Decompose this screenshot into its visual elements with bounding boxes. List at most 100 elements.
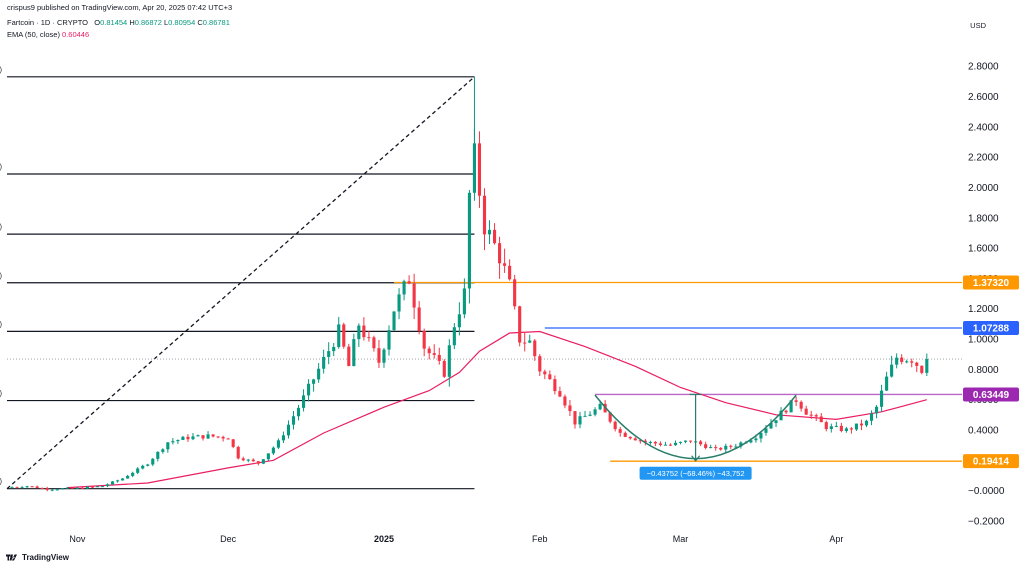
candle-body: [226, 438, 230, 440]
currency-label[interactable]: USD: [970, 21, 986, 30]
candle-body: [367, 337, 371, 339]
candle-body: [75, 487, 79, 489]
candle-body: [608, 412, 612, 422]
candle-body: [372, 337, 376, 349]
candle-body: [266, 453, 270, 460]
candle-body: [628, 436, 632, 439]
candle-body: [859, 423, 864, 426]
candle-body: [256, 461, 260, 464]
candle-body: [518, 306, 522, 343]
candle-body: [689, 440, 693, 442]
candle-body: [503, 263, 507, 266]
candle-body: [633, 438, 637, 441]
candle-body: [900, 357, 904, 362]
candle-body: [784, 410, 788, 413]
candle-body: [719, 447, 723, 450]
candle-body: [643, 440, 647, 443]
tradingview-logo-icon: [6, 554, 17, 561]
fib-level-label: 23.60% (2.08885): [0, 164, 2, 171]
candle-body: [65, 487, 69, 489]
candle-body: [925, 359, 929, 373]
candle-body: [60, 488, 64, 490]
candle-body: [834, 425, 838, 427]
candle-body: [166, 442, 170, 450]
candle-body: [915, 362, 919, 366]
candle-body: [613, 421, 617, 430]
price-label-box: [963, 387, 1019, 402]
fib-level-label: 38.20% (1.69205): [0, 224, 2, 231]
price-label-box: [963, 275, 1019, 290]
candle-body: [668, 444, 673, 446]
fib-level-label: 61.80% (1.05065): [0, 321, 2, 328]
candle-body: [307, 383, 311, 396]
candle-body: [387, 330, 391, 350]
candle-body: [437, 354, 441, 361]
candles: [10, 76, 929, 492]
x-axis: Nov Dec 2025 Feb Mar Apr: [69, 534, 843, 544]
symbol-legend: Fartcoin · 1D · CRYPTO O0.81454 H0.86872…: [7, 18, 230, 27]
candle-body: [709, 447, 713, 449]
candle-body: [55, 489, 59, 491]
candle-body: [126, 475, 130, 479]
candle-body: [734, 446, 738, 448]
candle-body: [508, 265, 512, 280]
y-tick-label: 0.8000: [968, 365, 999, 376]
candle-body: [714, 447, 718, 449]
candle-body: [342, 324, 346, 347]
candle-body: [482, 195, 487, 235]
y-tick-label: 1.6000: [968, 244, 999, 255]
candle-body: [849, 428, 853, 430]
candle-body: [45, 488, 49, 490]
candle-body: [568, 405, 572, 412]
published-note: crispus9 published on TradingView.com, A…: [7, 3, 233, 12]
open-value: 0.81454: [100, 18, 128, 27]
candle-body: [910, 361, 914, 363]
candle-body: [673, 442, 678, 446]
high-value: 0.86872: [134, 18, 162, 27]
candle-body: [885, 376, 889, 391]
candle-body: [296, 407, 301, 417]
candle-body: [377, 348, 381, 363]
candle-body: [151, 458, 155, 465]
candle-body: [110, 481, 115, 485]
candle-body: [658, 443, 662, 445]
candle-body: [749, 440, 753, 443]
candle-body: [231, 439, 235, 447]
candle-body: [598, 403, 602, 410]
candle-body: [442, 360, 446, 377]
candle-body: [191, 436, 195, 440]
x-tick-label: Nov: [69, 534, 86, 544]
candle-body: [40, 488, 44, 490]
candle-body: [357, 325, 361, 340]
candle-body: [683, 440, 688, 442]
y-tick-label: 0.4000: [968, 425, 999, 436]
candle-body: [739, 442, 743, 447]
fib-level-label: 50.00% (1.37135): [0, 273, 2, 280]
candle-body: [538, 356, 542, 372]
fib-trend-line: [6, 76, 475, 490]
symbol-name[interactable]: Fartcoin · 1D · CRYPTO: [7, 18, 88, 27]
tradingview-brand[interactable]: TradingView: [6, 553, 69, 562]
candle-body: [477, 143, 482, 196]
brand-text: TradingView: [22, 553, 69, 562]
price-label-text: 0.19414: [973, 457, 1010, 468]
candle-body: [467, 192, 471, 289]
candle-body: [291, 416, 296, 425]
candle-body: [432, 353, 436, 355]
candle-body: [774, 420, 778, 424]
candle-body: [558, 391, 562, 397]
ema-legend[interactable]: EMA (50, close) 0.60446: [7, 30, 89, 39]
candle-body: [301, 395, 306, 408]
candle-body: [221, 436, 225, 439]
candle-body: [186, 436, 190, 440]
candle-body: [30, 486, 34, 488]
candle-body: [754, 438, 758, 441]
open-label: O: [94, 18, 101, 27]
candle-body: [402, 281, 406, 295]
price-label-box: [963, 320, 1019, 335]
price-label-text: 1.37320: [973, 278, 1010, 289]
ema-value: 0.60446: [62, 30, 90, 39]
candle-body: [699, 441, 703, 445]
candle-body: [523, 342, 527, 344]
